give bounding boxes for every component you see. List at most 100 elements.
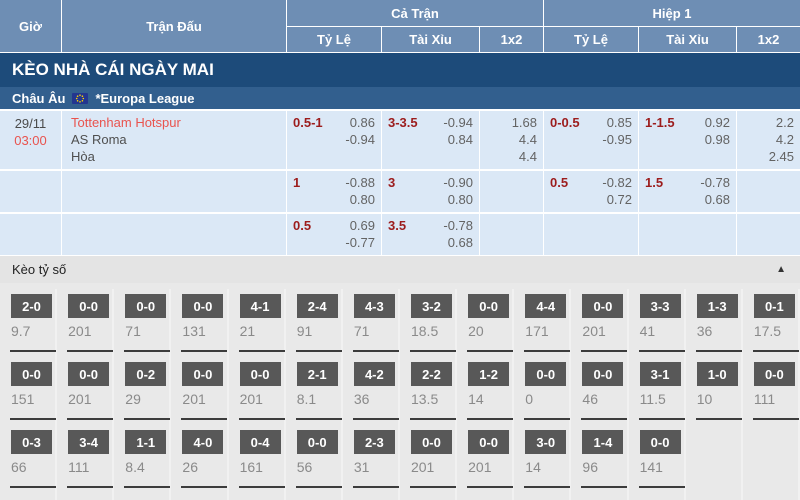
score-button[interactable]: 3-1 bbox=[639, 362, 681, 386]
score-button[interactable]: 0-0 bbox=[582, 362, 624, 386]
score-cell[interactable]: 0-0 201 bbox=[457, 425, 515, 493]
score-cell[interactable]: 0-0 20 bbox=[457, 289, 515, 357]
score-button[interactable]: 0-0 bbox=[182, 362, 224, 386]
score-button[interactable]: 2-3 bbox=[353, 430, 395, 454]
score-cell[interactable]: 1-2 14 bbox=[457, 357, 515, 425]
score-cell[interactable]: 2-0 9.7 bbox=[0, 289, 58, 357]
odds-value[interactable]: 0.86 bbox=[349, 115, 375, 130]
odds-value[interactable]: -0.78 bbox=[700, 175, 730, 190]
h1-overunder-cell[interactable]: 1-1.5 0.92 0.98 bbox=[639, 111, 737, 169]
odds-value[interactable]: -0.94 bbox=[345, 132, 375, 147]
score-cell[interactable] bbox=[286, 493, 343, 500]
h1-handicap-cell[interactable]: 0-0.5 0.85 -0.95 bbox=[544, 111, 639, 169]
score-cell[interactable] bbox=[229, 493, 286, 500]
score-button[interactable]: 3-3 bbox=[639, 294, 681, 318]
score-cell[interactable]: 2-1 8.1 bbox=[286, 357, 343, 425]
odds-value[interactable]: -0.90 bbox=[443, 175, 473, 190]
score-button[interactable]: 0-0 bbox=[468, 294, 510, 318]
score-cell[interactable] bbox=[629, 493, 686, 500]
score-cell[interactable]: 0-1 17.5 bbox=[743, 289, 800, 357]
odds-value[interactable]: 0.68 bbox=[447, 235, 473, 250]
score-cell[interactable]: 1-0 10 bbox=[686, 357, 743, 425]
score-cell[interactable]: 3-1 11.5 bbox=[629, 357, 686, 425]
score-button[interactable]: 4-0 bbox=[182, 430, 224, 454]
score-cell[interactable]: 2-4 91 bbox=[286, 289, 343, 357]
score-cell[interactable]: 0-0 201 bbox=[229, 357, 286, 425]
score-button[interactable]: 1-4 bbox=[582, 430, 624, 454]
odds-value[interactable]: 0.68 bbox=[704, 192, 730, 207]
odds-value[interactable]: -0.94 bbox=[443, 115, 473, 130]
score-cell[interactable]: 0-0 46 bbox=[571, 357, 629, 425]
odds-value[interactable]: 0.84 bbox=[447, 132, 473, 147]
score-button[interactable]: 0-0 bbox=[68, 294, 110, 318]
score-button[interactable]: 0-0 bbox=[753, 362, 795, 386]
score-cell[interactable]: 2-2 13.5 bbox=[400, 357, 458, 425]
score-cell[interactable]: 4-4 171 bbox=[514, 289, 572, 357]
odds-value[interactable]: 0.92 bbox=[704, 115, 730, 130]
odds-value[interactable]: 0.72 bbox=[606, 192, 632, 207]
score-button[interactable]: 3-4 bbox=[68, 430, 110, 454]
score-button[interactable]: 0-1 bbox=[753, 294, 795, 318]
collapse-arrow-icon[interactable]: ▲ bbox=[776, 264, 786, 275]
h1-handicap-cell[interactable]: 0.5 -0.82 0.72 bbox=[544, 171, 639, 212]
score-button[interactable]: 2-1 bbox=[296, 362, 338, 386]
score-cell[interactable]: 3-4 111 bbox=[57, 425, 115, 493]
score-cell[interactable] bbox=[686, 493, 743, 500]
h1-overunder-cell[interactable]: 1.5 -0.78 0.68 bbox=[639, 171, 737, 212]
score-cell[interactable]: 0-0 0 bbox=[514, 357, 572, 425]
score-cell[interactable]: 0-0 131 bbox=[171, 289, 229, 357]
score-button[interactable]: 1-2 bbox=[468, 362, 510, 386]
score-button[interactable]: 2-2 bbox=[410, 362, 452, 386]
score-cell[interactable]: 4-3 71 bbox=[343, 289, 400, 357]
odds-value[interactable]: -0.78 bbox=[443, 218, 473, 233]
odds-value[interactable]: 0.80 bbox=[349, 192, 375, 207]
score-cell[interactable]: 1-3 36 bbox=[686, 289, 743, 357]
score-button[interactable]: 1-1 bbox=[125, 430, 167, 454]
score-button[interactable]: 0-0 bbox=[239, 362, 281, 386]
score-cell[interactable] bbox=[457, 493, 515, 500]
score-button[interactable]: 0-0 bbox=[582, 294, 624, 318]
odds-value[interactable]: 4.4 bbox=[518, 149, 537, 164]
odds-value[interactable]: 2.2 bbox=[775, 115, 794, 130]
score-cell[interactable] bbox=[514, 493, 572, 500]
ft-handicap-cell[interactable]: 0.5-1 0.86 -0.94 bbox=[287, 111, 382, 169]
score-cell[interactable]: 0-0 141 bbox=[629, 425, 686, 493]
h1-1x2-cell[interactable]: 2.2 4.2 2.45 bbox=[737, 111, 800, 169]
score-cell[interactable]: 0-0 201 bbox=[400, 425, 458, 493]
score-cell[interactable]: 1-1 8.4 bbox=[114, 425, 172, 493]
odds-value[interactable]: 0.85 bbox=[606, 115, 632, 130]
score-cell[interactable] bbox=[57, 493, 115, 500]
odds-value[interactable]: 0.69 bbox=[349, 218, 375, 233]
ft-overunder-cell[interactable]: 3.5 -0.78 0.68 bbox=[382, 214, 480, 255]
away-team[interactable]: AS Roma bbox=[71, 132, 127, 147]
score-cell[interactable]: 4-2 36 bbox=[343, 357, 400, 425]
ft-handicap-cell[interactable]: 0.5 0.69 -0.77 bbox=[287, 214, 382, 255]
ft-overunder-cell[interactable]: 3 -0.90 0.80 bbox=[382, 171, 480, 212]
ft-1x2-cell[interactable]: 1.68 4.4 4.4 bbox=[480, 111, 544, 169]
correct-score-section-bar[interactable]: Kèo tỷ số ▲ bbox=[0, 256, 800, 283]
score-button[interactable]: 2-4 bbox=[296, 294, 338, 318]
score-cell[interactable]: 0-0 201 bbox=[171, 357, 229, 425]
score-button[interactable]: 2-0 bbox=[11, 294, 52, 318]
odds-value[interactable]: -0.95 bbox=[602, 132, 632, 147]
league-row[interactable]: Châu Âu *Europa League bbox=[0, 87, 800, 109]
score-cell[interactable]: 0-2 29 bbox=[114, 357, 172, 425]
score-cell[interactable]: 0-0 201 bbox=[571, 289, 629, 357]
score-cell[interactable]: 0-0 201 bbox=[57, 357, 115, 425]
score-button[interactable]: 0-0 bbox=[525, 362, 567, 386]
score-cell[interactable] bbox=[343, 493, 400, 500]
ft-handicap-cell[interactable]: 1 -0.88 0.80 bbox=[287, 171, 382, 212]
score-button[interactable]: 0-0 bbox=[410, 430, 452, 454]
score-cell[interactable]: 3-3 41 bbox=[629, 289, 686, 357]
score-button[interactable]: 0-0 bbox=[125, 294, 167, 318]
score-button[interactable]: 0-0 bbox=[468, 430, 510, 454]
score-cell[interactable] bbox=[171, 493, 229, 500]
score-cell[interactable]: 0-4 161 bbox=[229, 425, 286, 493]
score-cell[interactable] bbox=[571, 493, 629, 500]
odds-value[interactable]: 2.45 bbox=[768, 149, 794, 164]
score-button[interactable]: 0-4 bbox=[239, 430, 281, 454]
odds-value[interactable]: -0.82 bbox=[602, 175, 632, 190]
score-button[interactable]: 0-2 bbox=[125, 362, 167, 386]
match-teams-cell[interactable]: Tottenham Hotspur AS Roma Hòa bbox=[62, 111, 287, 169]
score-cell[interactable]: 3-0 14 bbox=[514, 425, 572, 493]
